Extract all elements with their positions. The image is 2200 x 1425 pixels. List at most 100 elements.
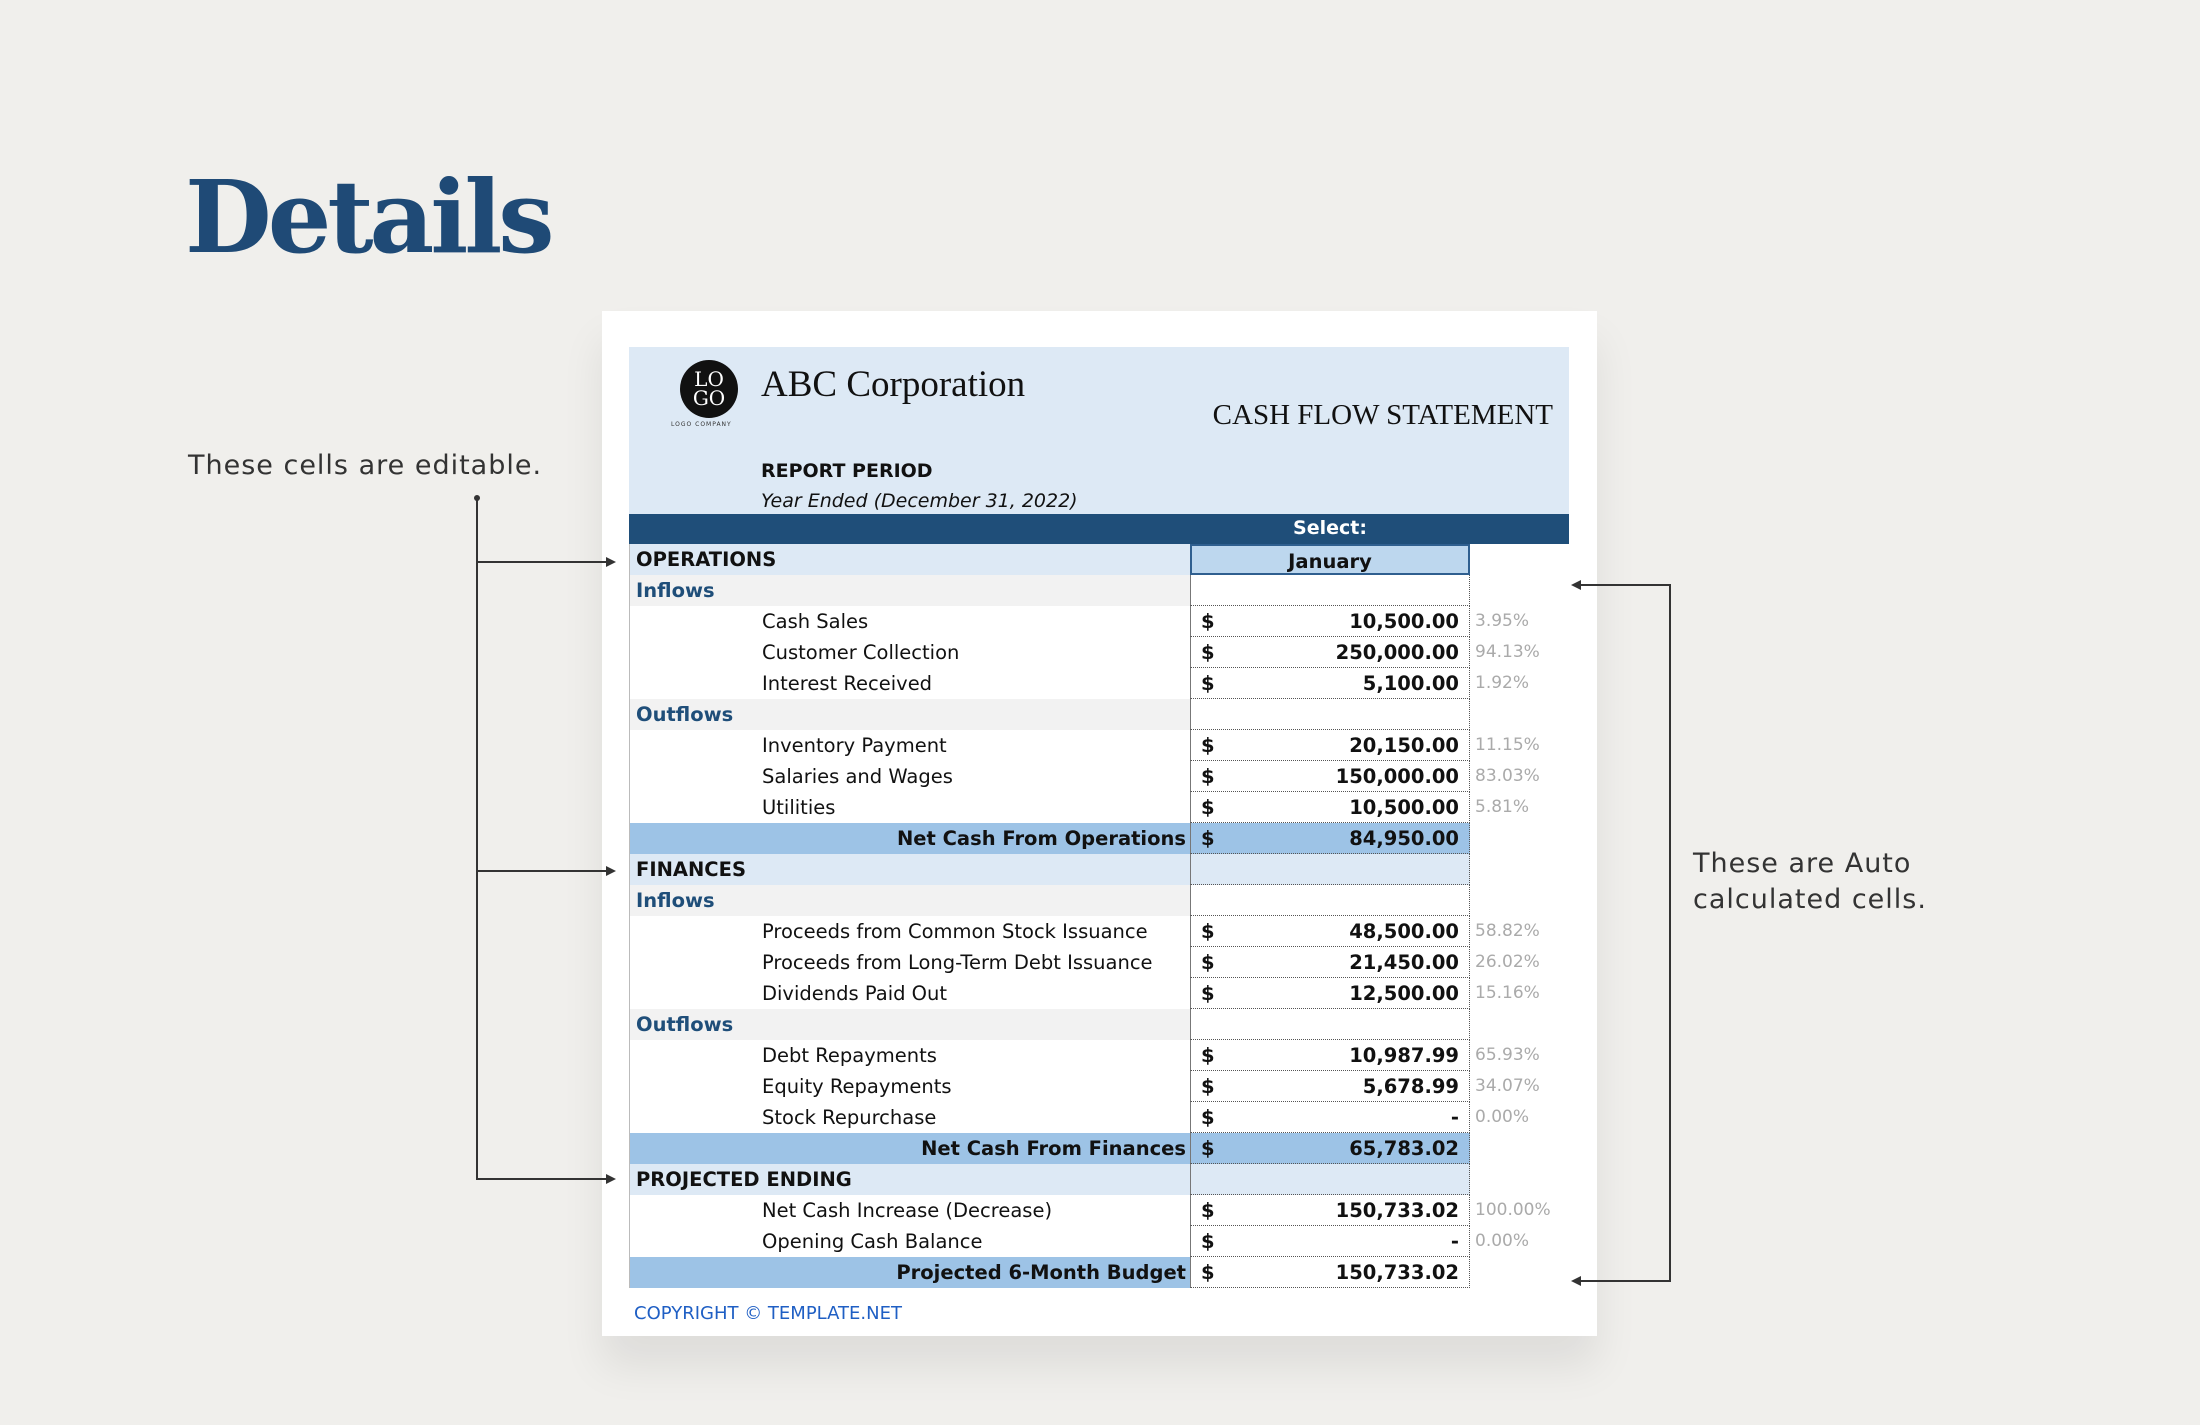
arrow-line [1581, 1280, 1671, 1282]
sheet-rows: OPERATIONS January Inflows Cash Sales $10,50… [629, 544, 1569, 1288]
currency-symbol: $ [1201, 1230, 1215, 1253]
percent-cell [1470, 854, 1569, 885]
row-value: 48,500.00 [1349, 920, 1459, 943]
row-label[interactable]: Equity Repayments [629, 1071, 1190, 1102]
percent-cell [1470, 885, 1569, 916]
row-value: 10,500.00 [1349, 796, 1459, 819]
arrow-line [476, 1178, 606, 1180]
value-cell[interactable]: $ - [1190, 1102, 1470, 1133]
auto-note-line2: calculated cells. [1693, 884, 1927, 915]
value-cell[interactable]: $20,150.00 [1190, 730, 1470, 761]
row-label: Outflows [629, 699, 1190, 730]
auto-bracket [1669, 584, 1671, 1282]
arrow-left-icon [1571, 1276, 1581, 1286]
sub-row: Outflows [629, 1009, 1569, 1040]
currency-symbol: $ [1201, 765, 1215, 788]
row-value: 250,000.00 [1335, 641, 1459, 664]
row-label[interactable]: Utilities [629, 792, 1190, 823]
value-cell[interactable]: $150,000.00 [1190, 761, 1470, 792]
value-cell[interactable]: $10,500.00 [1190, 606, 1470, 637]
percent-cell [1470, 823, 1569, 854]
row-value: 21,450.00 [1349, 951, 1459, 974]
item-row: Inventory Payment $20,150.00 11.15% [629, 730, 1569, 761]
row-value: - [1450, 1230, 1459, 1253]
copyright[interactable]: COPYRIGHT © TEMPLATE.NET [634, 1303, 902, 1324]
row-label[interactable]: Customer Collection [629, 637, 1190, 668]
currency-symbol: $ [1201, 1261, 1215, 1284]
month-select-dropdown[interactable]: January [1190, 544, 1470, 575]
company-name[interactable]: ABC Corporation [761, 364, 1026, 405]
section-row: FINANCES [629, 854, 1569, 885]
row-value: 150,733.02 [1335, 1261, 1459, 1284]
row-label[interactable]: Proceeds from Common Stock Issuance [629, 916, 1190, 947]
percent-cell [1470, 544, 1569, 575]
currency-symbol: $ [1201, 951, 1215, 974]
currency-symbol: $ [1201, 1199, 1215, 1222]
item-row: Utilities $10,500.00 5.81% [629, 792, 1569, 823]
percent-cell: 0.00% [1475, 1107, 1530, 1127]
value-cell: $65,783.02 [1190, 1133, 1470, 1164]
row-label[interactable]: Dividends Paid Out [629, 978, 1190, 1009]
value-cell[interactable]: $12,500.00 [1190, 978, 1470, 1009]
percent-cell [1470, 575, 1569, 606]
percent-cell: 83.03% [1475, 766, 1540, 786]
value-cell[interactable]: $250,000.00 [1190, 637, 1470, 668]
arrow-line [1581, 584, 1671, 586]
sub-row: Outflows [629, 699, 1569, 730]
row-label[interactable]: Proceeds from Long-Term Debt Issuance [629, 947, 1190, 978]
value-cell[interactable]: $10,500.00 [1190, 792, 1470, 823]
row-label[interactable]: Interest Received [629, 668, 1190, 699]
row-value: 5,678.99 [1362, 1075, 1459, 1098]
total-row: Net Cash From Operations $84,950.00 [629, 823, 1569, 854]
row-label[interactable]: Opening Cash Balance [629, 1226, 1190, 1257]
item-row: Equity Repayments $5,678.99 34.07% [629, 1071, 1569, 1102]
value-cell [1190, 1009, 1470, 1040]
currency-symbol: $ [1201, 827, 1215, 850]
item-row: Stock Repurchase $ -0.00% [629, 1102, 1569, 1133]
percent-cell [1470, 1164, 1569, 1195]
page-title: Details [185, 158, 555, 276]
value-cell [1190, 699, 1470, 730]
row-value: 150,733.02 [1335, 1199, 1459, 1222]
value-cell [1190, 854, 1470, 885]
auto-note-line1: These are Auto [1693, 848, 1912, 879]
row-value: 65,783.02 [1349, 1137, 1459, 1160]
percent-cell: 3.95% [1475, 611, 1530, 631]
select-band: Select: [629, 514, 1569, 544]
item-row: Customer Collection $250,000.00 94.13% [629, 637, 1569, 668]
percent-cell: 11.15% [1475, 735, 1540, 755]
row-label[interactable]: Inventory Payment [629, 730, 1190, 761]
value-cell [1190, 575, 1470, 606]
value-cell[interactable]: $5,678.99 [1190, 1071, 1470, 1102]
item-row: Dividends Paid Out $12,500.00 15.16% [629, 978, 1569, 1009]
percent-cell [1470, 699, 1569, 730]
currency-symbol: $ [1201, 734, 1215, 757]
currency-symbol: $ [1201, 1075, 1215, 1098]
percent-cell: 65.93% [1475, 1045, 1540, 1065]
percent-cell: 34.07% [1475, 1076, 1540, 1096]
row-label[interactable]: Net Cash Increase (Decrease) [629, 1195, 1190, 1226]
value-cell[interactable]: $ - [1190, 1226, 1470, 1257]
percent-cell: 26.02% [1475, 952, 1540, 972]
logo: LO GO [680, 360, 738, 418]
value-cell: $84,950.00 [1190, 823, 1470, 854]
value-cell[interactable]: $10,987.99 [1190, 1040, 1470, 1071]
row-label: Inflows [629, 575, 1190, 606]
currency-symbol: $ [1201, 796, 1215, 819]
item-row: Interest Received $5,100.00 1.92% [629, 668, 1569, 699]
sub-row: Inflows [629, 575, 1569, 606]
report-period-label: REPORT PERIOD [761, 460, 933, 482]
value-cell[interactable]: $48,500.00 [1190, 916, 1470, 947]
row-label[interactable]: Debt Repayments [629, 1040, 1190, 1071]
report-period[interactable]: Year Ended (December 31, 2022) [761, 490, 1078, 512]
percent-cell: 15.16% [1475, 983, 1540, 1003]
item-row: Cash Sales $10,500.00 3.95% [629, 606, 1569, 637]
percent-cell [1470, 1257, 1569, 1288]
value-cell[interactable]: $21,450.00 [1190, 947, 1470, 978]
row-label[interactable]: Stock Repurchase [629, 1102, 1190, 1133]
row-label[interactable]: Salaries and Wages [629, 761, 1190, 792]
value-cell[interactable]: $5,100.00 [1190, 668, 1470, 699]
value-cell [1190, 885, 1470, 916]
value-cell[interactable]: $150,733.02 [1190, 1195, 1470, 1226]
row-label[interactable]: Cash Sales [629, 606, 1190, 637]
